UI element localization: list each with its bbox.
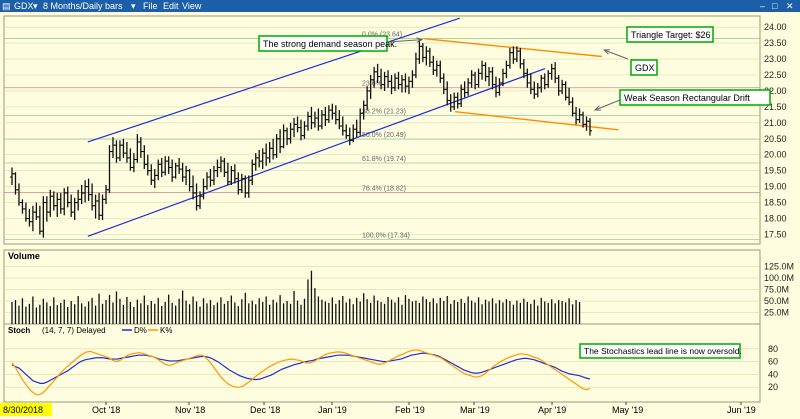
minimize-icon[interactable]: –	[760, 1, 766, 11]
x-axis-tick: Jan '19	[318, 405, 347, 415]
price-y-tick: 20.50	[764, 134, 787, 144]
price-y-tick: 24.00	[764, 22, 787, 32]
price-y-tick: 18.00	[764, 213, 787, 223]
fib-level-label: 76.4% (18.82)	[362, 185, 406, 192]
x-axis-tick: Nov '18	[175, 405, 205, 415]
price-y-tick: 18.50	[764, 198, 787, 208]
x-start-date-highlight	[0, 403, 52, 416]
title-bar: ▤ GDX ▾ 8 Months/Daily bars ▾ File Edit …	[0, 0, 800, 12]
annotation-weak-season-box	[619, 89, 771, 106]
stoch-k-line	[11, 349, 591, 396]
close-icon[interactable]: ✕	[786, 1, 794, 11]
period-label[interactable]: 8 Months/Daily bars	[43, 1, 123, 11]
symbol-dropdown-icon[interactable]: ▾	[33, 1, 38, 11]
price-y-tick: 19.00	[764, 182, 787, 192]
menu-file[interactable]: File	[143, 1, 158, 11]
x-axis-tick: May '19	[612, 405, 643, 415]
x-axis-tick: Feb '19	[395, 405, 425, 415]
x-axis-tick: 8/30/2018	[3, 405, 43, 415]
price-y-tick: 17.50	[764, 229, 787, 239]
stoch-legend-d: D%	[134, 326, 147, 335]
annotation-gdx-label: GDX	[635, 63, 655, 73]
annotation-stoch-oversold-box	[579, 343, 741, 359]
arrow-weak-season	[594, 99, 621, 111]
stoch-params: (14, 7, 7) Delayed	[42, 326, 106, 335]
price-y-tick: 22.00	[764, 86, 787, 96]
volume-y-tick: 100.0M	[764, 273, 794, 283]
annotation-gdx-label-box	[630, 59, 658, 76]
x-axis-tick: Jun '19	[727, 405, 756, 415]
symbol-label[interactable]: GDX	[14, 1, 34, 11]
stoch-y-tick: 20	[768, 382, 778, 392]
arrow-demand-peak	[386, 39, 423, 43]
stoch-y-tick: 60	[768, 357, 778, 367]
x-axis-tick: Mar '19	[460, 405, 490, 415]
price-y-tick: 23.50	[764, 38, 787, 48]
chart-menu-icon[interactable]: ▤	[2, 1, 11, 11]
volume-y-tick: 25.0M	[764, 308, 789, 318]
stoch-y-tick: 80	[768, 344, 778, 354]
fib-level-label: 100.0% (17.34)	[362, 233, 410, 240]
menu-view[interactable]: View	[182, 1, 202, 11]
stoch-d-line	[11, 352, 591, 384]
fib-level-label: 23.6%	[362, 81, 382, 88]
channel-upper-line	[87, 17, 460, 143]
maximize-icon[interactable]: □	[772, 1, 778, 11]
stoch-panel	[3, 323, 761, 403]
stoch-y-tick: 40	[768, 369, 778, 379]
triangle-lower-line	[454, 110, 619, 131]
price-y-tick: 23.00	[764, 54, 787, 64]
annotation-demand-peak-box	[258, 35, 388, 52]
stoch-panel-title: Stoch	[8, 326, 30, 335]
price-y-tick: 22.50	[764, 70, 787, 80]
fib-level-label: 0.0% (23.64)	[362, 32, 402, 39]
x-axis-tick: Oct '18	[92, 405, 120, 415]
arrow-triangle-target	[603, 49, 629, 60]
arrow-weak-season-head	[593, 105, 602, 111]
period-dropdown-icon[interactable]: ▾	[131, 1, 136, 11]
menu-edit[interactable]: Edit	[163, 1, 179, 11]
volume-y-tick: 125.0M	[764, 262, 794, 272]
annotation-stoch-oversold: The Stochastics lead line is now oversol…	[584, 346, 742, 356]
annotation-weak-season: Weak Season Rectangular Drift	[624, 93, 750, 103]
channel-lower-line	[87, 68, 546, 237]
annotation-triangle-target-box	[626, 26, 714, 43]
price-panel	[3, 15, 761, 245]
x-axis-tick: Apr '19	[538, 405, 566, 415]
x-axis-tick: Dec '18	[250, 405, 280, 415]
ohlc-bar	[588, 118, 592, 136]
fib-level-label: 50.0% (20.49)	[362, 132, 406, 139]
arrow-demand-peak-head	[416, 37, 424, 43]
fib-level-label: 38.2% (21.23)	[362, 108, 406, 115]
price-y-tick: 20.00	[764, 150, 787, 160]
volume-y-tick: 50.0M	[764, 296, 789, 306]
volume-y-tick: 75.0M	[764, 285, 789, 295]
price-y-tick: 19.50	[764, 166, 787, 176]
volume-panel	[3, 249, 761, 327]
price-y-tick: 21.00	[764, 118, 787, 128]
arrow-triangle-target-head	[602, 49, 611, 55]
annotation-triangle-target: Triangle Target: $26	[631, 30, 711, 40]
volume-panel-title: Volume	[8, 251, 40, 261]
annotation-demand-peak: The strong demand season peak.	[263, 39, 397, 49]
price-y-tick: 21.50	[764, 102, 787, 112]
fib-level-label: 61.8% (19.74)	[362, 156, 406, 163]
stoch-legend-k: K%	[160, 326, 172, 335]
